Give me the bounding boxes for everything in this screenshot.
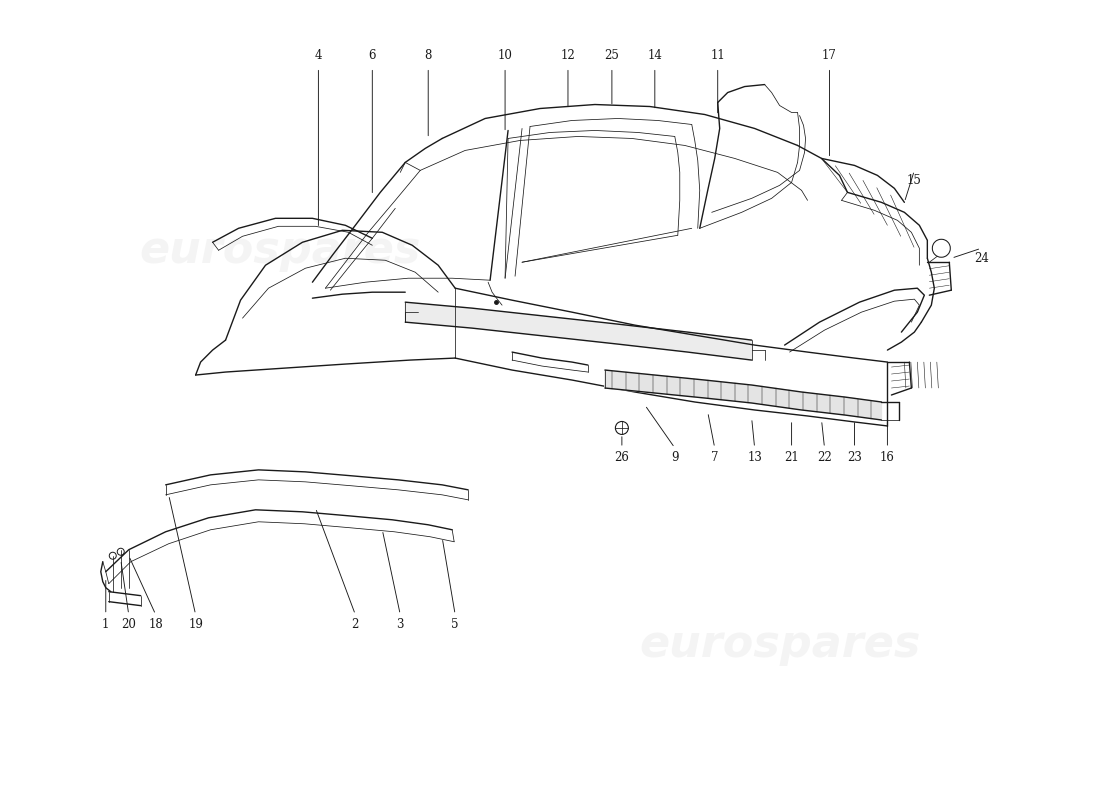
Text: 11: 11 <box>711 49 725 62</box>
Text: 1: 1 <box>102 618 110 631</box>
Text: 14: 14 <box>648 49 662 62</box>
Text: 21: 21 <box>784 451 799 464</box>
Text: 2: 2 <box>352 618 359 631</box>
Text: eurospares: eurospares <box>140 229 421 272</box>
Text: 20: 20 <box>121 618 136 631</box>
Polygon shape <box>405 302 751 360</box>
Text: eurospares: eurospares <box>639 623 921 666</box>
Text: 25: 25 <box>605 49 619 62</box>
Text: 3: 3 <box>396 618 404 631</box>
Text: 24: 24 <box>974 252 989 265</box>
Text: 7: 7 <box>711 451 718 464</box>
Text: 19: 19 <box>188 618 204 631</box>
Text: 10: 10 <box>497 49 513 62</box>
Text: 9: 9 <box>671 451 679 464</box>
Text: 17: 17 <box>822 49 837 62</box>
Text: 6: 6 <box>368 49 376 62</box>
Text: 4: 4 <box>315 49 322 62</box>
Text: 8: 8 <box>425 49 432 62</box>
Text: 15: 15 <box>906 174 922 187</box>
Polygon shape <box>605 370 881 420</box>
Text: 26: 26 <box>615 451 629 464</box>
Text: 18: 18 <box>148 618 163 631</box>
Text: 16: 16 <box>880 451 895 464</box>
Text: 22: 22 <box>817 451 832 464</box>
Text: 13: 13 <box>747 451 762 464</box>
Text: 23: 23 <box>847 451 862 464</box>
Text: 5: 5 <box>451 618 459 631</box>
Text: 12: 12 <box>561 49 575 62</box>
